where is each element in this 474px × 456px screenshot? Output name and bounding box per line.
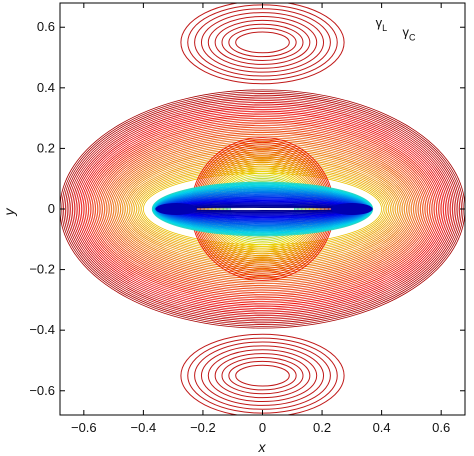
annotation-gamma-l: γL xyxy=(376,15,388,33)
outer-contour xyxy=(102,132,423,286)
outer-contour xyxy=(95,124,430,294)
outer-contour xyxy=(132,162,393,256)
outer-contour xyxy=(100,130,425,288)
outer-contour xyxy=(87,117,438,301)
disc-contour xyxy=(213,172,312,246)
disc-contour xyxy=(220,181,305,237)
outer-contour xyxy=(127,156,398,262)
annotations: γL γC xyxy=(376,15,416,42)
lower-lobe-contour xyxy=(207,349,318,403)
upper-lobe-contour xyxy=(180,3,345,85)
outer-contour xyxy=(84,114,441,304)
y-tick-label: 0.6 xyxy=(37,19,55,34)
outer-contour xyxy=(77,107,448,311)
lower-lobe-contour xyxy=(235,364,290,387)
upper-lobe-contour xyxy=(221,23,304,62)
outer-contour xyxy=(60,89,465,329)
upper-lobe-contour xyxy=(235,31,290,54)
disc-contour xyxy=(197,148,328,270)
outer-contour xyxy=(91,121,434,297)
disc-contour xyxy=(217,177,308,241)
y-tick-label: −0.2 xyxy=(29,262,55,277)
y-tick-label: 0.2 xyxy=(37,140,55,155)
disc-contour xyxy=(212,171,313,247)
outer-contour xyxy=(105,135,420,283)
y-axis-ticks: −0.6 −0.4 −0.2 0 0.2 0.4 0.6 xyxy=(29,19,465,398)
contour-lines xyxy=(60,3,465,415)
outer-contour xyxy=(118,148,407,270)
disc-contour xyxy=(210,169,315,249)
outer-contour xyxy=(68,98,457,320)
outer-contour xyxy=(89,119,436,299)
y-tick-label: 0.4 xyxy=(37,80,55,95)
outer-contour xyxy=(93,123,432,295)
outer-contour xyxy=(96,126,429,292)
annotation-gamma-c: γC xyxy=(402,24,416,42)
outer-contour xyxy=(80,110,445,308)
outer-contour xyxy=(73,103,452,315)
outer-contour xyxy=(128,158,397,260)
y-tick-label: −0.6 xyxy=(29,383,55,398)
x-tick-label: −0.4 xyxy=(131,420,157,435)
outer-contour xyxy=(103,133,422,285)
upper-lobe-contour xyxy=(214,19,311,65)
lower-lobe-contour xyxy=(214,353,311,399)
disc-contour xyxy=(200,153,325,265)
outer-contour xyxy=(119,149,406,269)
x-tick-label: −0.2 xyxy=(190,420,216,435)
upper-lobe-contour xyxy=(228,27,297,58)
y-tick-label: −0.4 xyxy=(29,322,55,337)
outer-contour xyxy=(66,96,459,322)
outer-contour xyxy=(64,94,461,324)
lower-lobe-contour xyxy=(221,356,304,395)
lower-lobe-contour xyxy=(200,345,325,406)
disc-contour xyxy=(201,155,324,263)
outer-contour xyxy=(75,105,450,313)
slit-end-blob xyxy=(155,203,197,215)
lower-lobe-contour xyxy=(180,333,345,415)
disc-contour xyxy=(209,167,316,251)
outer-contour xyxy=(111,140,414,278)
outer-contour xyxy=(86,116,439,302)
x-tick-label: 0.2 xyxy=(313,420,331,435)
slit-end-blob xyxy=(330,203,373,215)
disc-contour xyxy=(202,157,323,261)
upper-lobe-contour xyxy=(207,15,318,69)
y-axis-label: y xyxy=(1,208,17,217)
disc-contour xyxy=(216,176,309,242)
x-tick-label: 0.4 xyxy=(373,420,391,435)
lower-lobe-contour xyxy=(194,341,331,410)
y-tick-label: 0 xyxy=(48,201,55,216)
disc-contour xyxy=(205,161,320,257)
outer-contour xyxy=(79,108,446,310)
disc-contour xyxy=(206,163,319,255)
outer-contour xyxy=(130,160,395,258)
x-tick-label: −0.6 xyxy=(71,420,97,435)
outer-contour xyxy=(98,128,427,290)
x-axis-ticks: −0.6 −0.4 −0.2 0 0.2 0.4 0.6 xyxy=(71,3,450,435)
disc-contour xyxy=(198,151,327,267)
outer-contour xyxy=(112,142,413,276)
x-tick-label: 0.6 xyxy=(432,420,450,435)
lower-lobe-contour xyxy=(228,360,297,391)
disc-contour xyxy=(219,179,306,239)
upper-lobe-contour xyxy=(194,8,331,77)
x-axis-label: x xyxy=(258,439,267,455)
outer-contour xyxy=(72,101,453,317)
disc-contour xyxy=(214,174,311,244)
disc-contour xyxy=(208,165,317,253)
outer-contour xyxy=(70,100,455,318)
upper-lobe-contour xyxy=(200,12,325,73)
disc-contour xyxy=(204,159,321,259)
x-tick-label: 0 xyxy=(259,420,266,435)
outer-contour xyxy=(82,112,443,306)
